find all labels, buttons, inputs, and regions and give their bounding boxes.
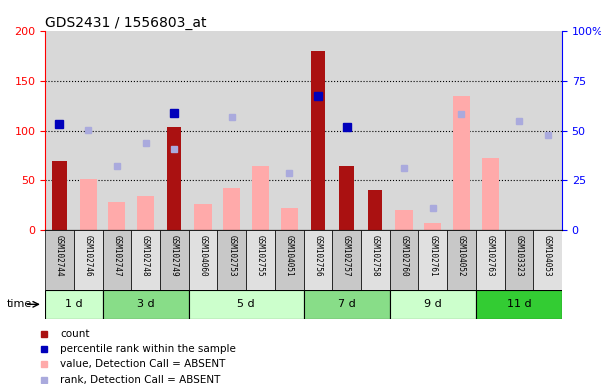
Text: GSM102748: GSM102748: [141, 235, 150, 277]
Bar: [45, 230, 74, 290]
Bar: [311, 51, 325, 230]
Bar: [476, 230, 504, 290]
Text: GSM102756: GSM102756: [313, 235, 322, 277]
Bar: [447, 230, 476, 290]
Bar: [103, 230, 131, 290]
Text: GSM102761: GSM102761: [429, 235, 437, 277]
Bar: [52, 161, 67, 230]
Text: GSM102753: GSM102753: [227, 235, 236, 277]
Text: count: count: [60, 329, 90, 339]
Bar: [194, 204, 212, 230]
Text: GSM102747: GSM102747: [112, 235, 121, 277]
Bar: [189, 290, 304, 319]
Bar: [332, 230, 361, 290]
Text: GSM102755: GSM102755: [256, 235, 265, 277]
Bar: [340, 166, 354, 230]
Bar: [103, 290, 189, 319]
Text: 5 d: 5 d: [237, 299, 255, 310]
Text: GSM102760: GSM102760: [400, 235, 409, 277]
Text: value, Detection Call = ABSENT: value, Detection Call = ABSENT: [60, 359, 225, 369]
Bar: [45, 290, 103, 319]
Bar: [504, 230, 533, 290]
Text: GSM102757: GSM102757: [342, 235, 351, 277]
Bar: [424, 223, 441, 230]
Bar: [167, 127, 182, 230]
Bar: [108, 202, 126, 230]
Text: 1 d: 1 d: [65, 299, 82, 310]
Bar: [281, 209, 297, 230]
Bar: [218, 230, 246, 290]
Text: percentile rank within the sample: percentile rank within the sample: [60, 344, 236, 354]
Text: GSM104060: GSM104060: [198, 235, 207, 277]
Text: GSM103323: GSM103323: [514, 235, 523, 277]
Text: 11 d: 11 d: [507, 299, 531, 310]
Text: GSM102746: GSM102746: [84, 235, 93, 277]
Bar: [246, 230, 275, 290]
Bar: [275, 230, 304, 290]
Text: GSM102749: GSM102749: [170, 235, 178, 277]
Text: GSM104053: GSM104053: [543, 235, 552, 277]
Bar: [137, 197, 154, 230]
Text: GSM102763: GSM102763: [486, 235, 495, 277]
Text: 7 d: 7 d: [338, 299, 355, 310]
Bar: [368, 190, 382, 230]
Bar: [304, 230, 332, 290]
Bar: [533, 230, 562, 290]
Bar: [160, 230, 189, 290]
Bar: [223, 189, 240, 230]
Bar: [252, 166, 269, 230]
Bar: [481, 157, 499, 230]
Text: GSM104051: GSM104051: [285, 235, 294, 277]
Bar: [418, 230, 447, 290]
Bar: [476, 290, 562, 319]
Text: GSM102744: GSM102744: [55, 235, 64, 277]
Bar: [74, 230, 103, 290]
Text: 3 d: 3 d: [137, 299, 154, 310]
Text: GDS2431 / 1556803_at: GDS2431 / 1556803_at: [45, 16, 207, 30]
Bar: [395, 210, 413, 230]
Text: GSM104052: GSM104052: [457, 235, 466, 277]
Bar: [131, 230, 160, 290]
Bar: [389, 230, 418, 290]
Text: rank, Detection Call = ABSENT: rank, Detection Call = ABSENT: [60, 375, 221, 384]
Bar: [361, 230, 389, 290]
Bar: [453, 96, 470, 230]
Text: GSM102758: GSM102758: [371, 235, 380, 277]
Bar: [189, 230, 218, 290]
Bar: [304, 290, 389, 319]
Bar: [79, 179, 97, 230]
Bar: [389, 290, 476, 319]
Text: 9 d: 9 d: [424, 299, 442, 310]
Text: time: time: [7, 299, 32, 310]
